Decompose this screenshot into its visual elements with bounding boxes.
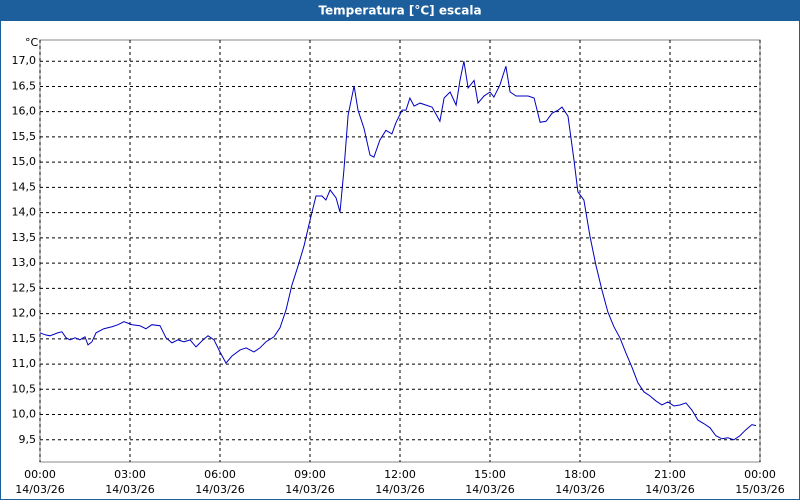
x-tick-label: 03:00 <box>114 468 146 481</box>
x-tick-label: 00:00 <box>744 468 776 481</box>
y-tick-label: 16,0 <box>12 105 37 118</box>
x-tick-label: 21:00 <box>654 468 686 481</box>
x-tick-date: 14/03/26 <box>15 483 64 496</box>
y-tick-label: 13,0 <box>12 256 37 269</box>
x-tick-date: 14/03/26 <box>375 483 424 496</box>
x-tick-date: 14/03/26 <box>105 483 154 496</box>
x-tick-date: 14/03/26 <box>285 483 334 496</box>
y-tick-label: 16,5 <box>12 79 37 92</box>
y-tick-label: 9,5 <box>19 433 37 446</box>
y-tick-label: 12,5 <box>12 281 37 294</box>
x-tick-label: 09:00 <box>294 468 326 481</box>
title-bar <box>0 0 800 21</box>
y-tick-label: 14,0 <box>12 206 37 219</box>
x-tick-label: 06:00 <box>204 468 236 481</box>
chart-title: Temperatura [°C] escala <box>318 4 481 18</box>
y-tick-label: 10,0 <box>12 408 37 421</box>
x-tick-date: 15/03/26 <box>735 483 784 496</box>
y-tick-label: 10,5 <box>12 382 37 395</box>
y-axis-unit: °C <box>25 36 39 49</box>
y-tick-label: 15,0 <box>12 155 37 168</box>
y-tick-label: 12,0 <box>12 307 37 320</box>
x-tick-label: 00:00 <box>24 468 56 481</box>
y-tick-label: 17,0 <box>12 54 37 67</box>
x-tick-label: 15:00 <box>474 468 506 481</box>
y-tick-label: 15,5 <box>12 130 37 143</box>
y-tick-label: 14,5 <box>12 180 37 193</box>
y-tick-label: 11,5 <box>12 332 37 345</box>
y-tick-label: 11,0 <box>12 357 37 370</box>
x-tick-date: 14/03/26 <box>195 483 244 496</box>
temperature-line <box>39 61 757 441</box>
x-tick-date: 14/03/26 <box>645 483 694 496</box>
x-tick-date: 14/03/26 <box>465 483 514 496</box>
y-tick-label: 13,5 <box>12 231 37 244</box>
x-tick-label: 12:00 <box>384 468 416 481</box>
x-tick-date: 14/03/26 <box>555 483 604 496</box>
x-tick-label: 18:00 <box>564 468 596 481</box>
